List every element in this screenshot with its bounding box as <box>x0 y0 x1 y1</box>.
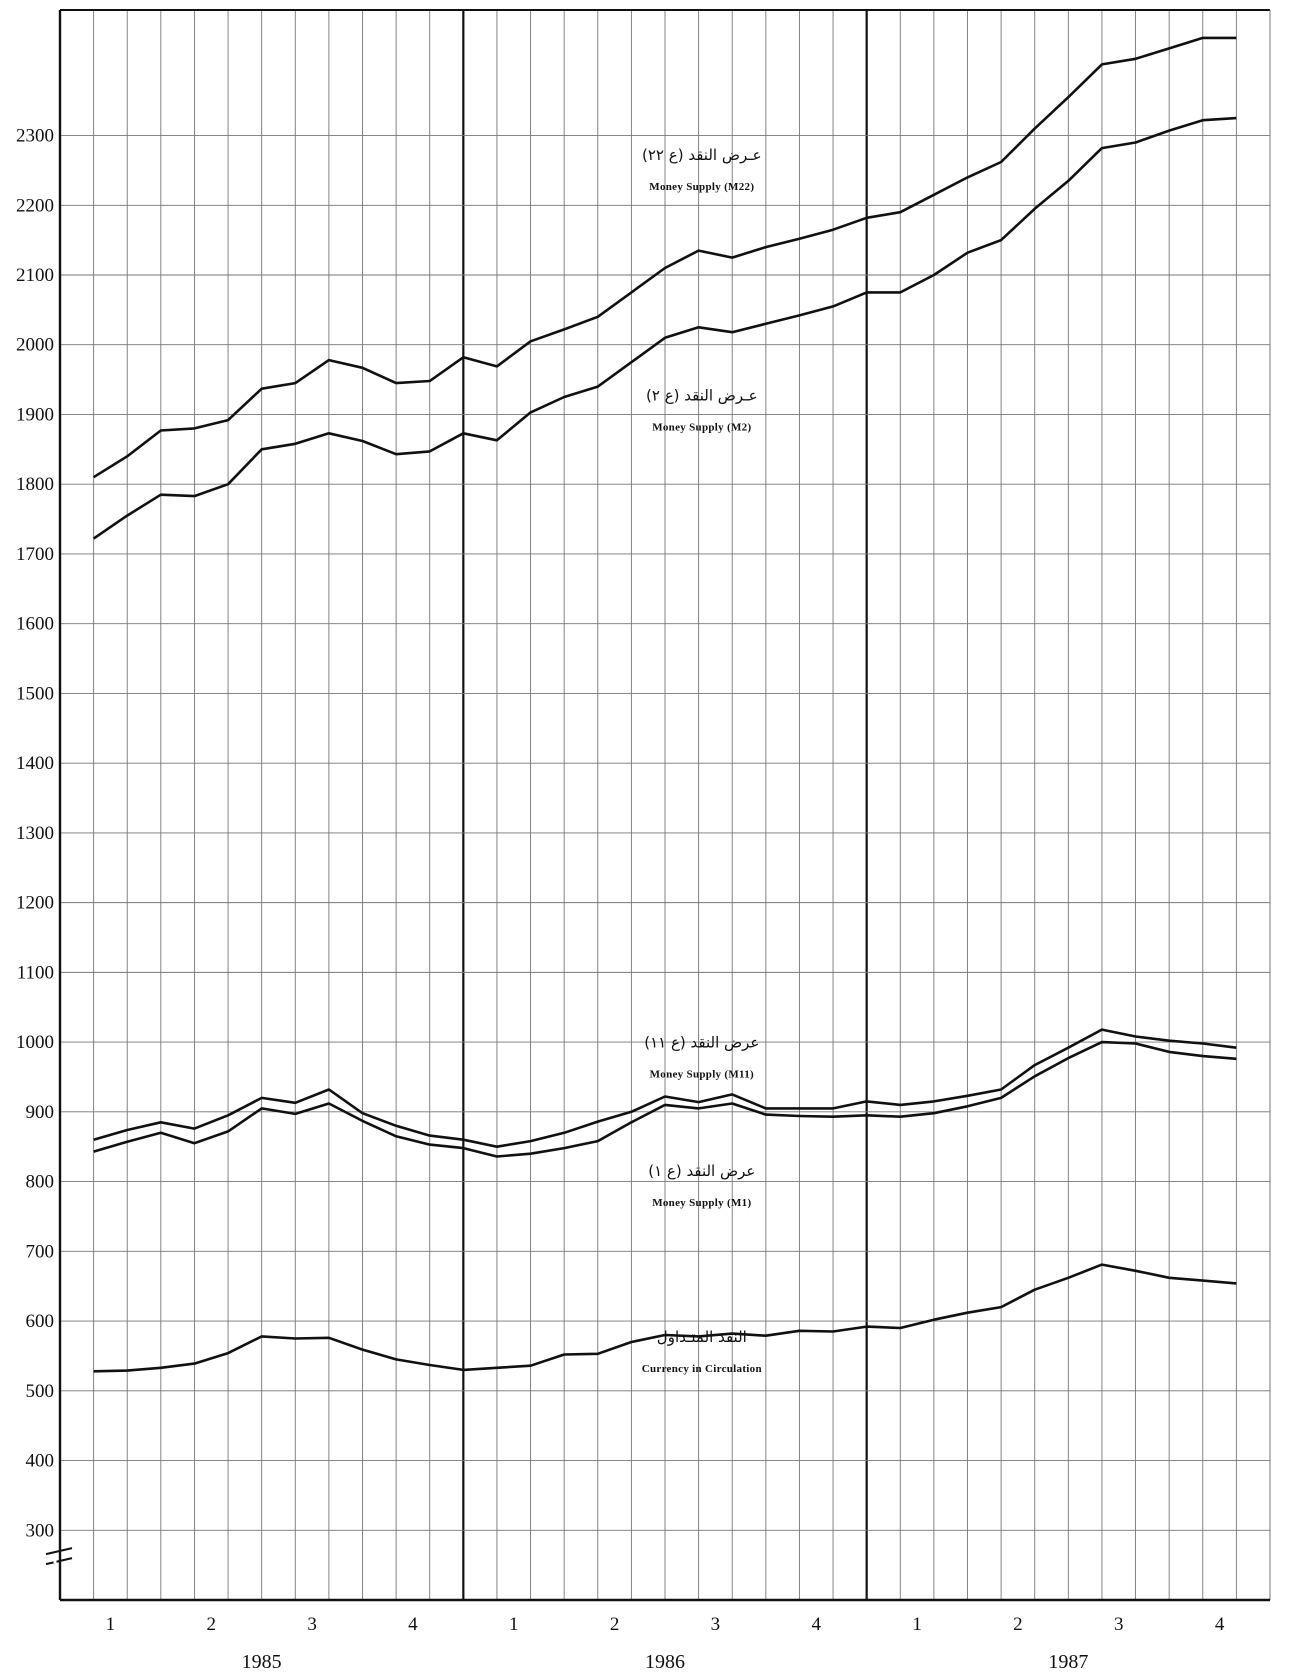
y-tick-label: 1200 <box>16 893 54 914</box>
y-axis-ticks: 300 400 500 600 700 800 900 1000 1100 1200 1300 140… <box>16 126 54 1542</box>
quarter-label: 1 <box>106 1614 116 1635</box>
quarter-label: 3 <box>307 1614 317 1635</box>
quarter-label: 3 <box>711 1614 721 1635</box>
x-axis-quarter-labels: 1 2 3 4 1 2 3 4 1 2 3 4 <box>106 1614 1225 1635</box>
year-label: 1986 <box>645 1651 685 1673</box>
quarter-label: 1 <box>912 1614 922 1635</box>
axes <box>45 9 1271 1602</box>
y-tick-label: 1400 <box>16 753 54 774</box>
series-label-english: Money Supply (M1) <box>652 1197 751 1209</box>
y-tick-label: 1000 <box>16 1032 54 1053</box>
series-line <box>92 36 1237 479</box>
axis-break-mark <box>45 1557 73 1566</box>
series-line <box>93 1028 1237 1148</box>
series-label-english: Currency in Circulation <box>642 1363 762 1375</box>
series-label-arabic: عـرض النقد (ع ٢) <box>646 387 758 405</box>
series-labels: عـرض النقد (ع ٢٢) Money Supply (M22) عـرض … <box>642 146 762 1375</box>
series-line <box>93 1263 1237 1373</box>
series-label-arabic: النقد المتـداول <box>657 1328 747 1346</box>
series-line <box>92 116 1237 540</box>
y-tick-label: 400 <box>26 1451 55 1472</box>
y-tick-label: 900 <box>26 1102 55 1123</box>
y-tick-label: 300 <box>26 1520 55 1541</box>
quarter-label: 4 <box>408 1614 418 1635</box>
y-tick-label: 600 <box>26 1311 55 1332</box>
series-label-english: Money Supply (M11) <box>650 1069 754 1081</box>
y-tick-label: 800 <box>26 1172 55 1193</box>
y-tick-label: 1700 <box>16 544 54 565</box>
y-tick-label: 1800 <box>16 474 54 495</box>
y-tick-label: 2300 <box>16 126 54 147</box>
y-tick-label: 2200 <box>16 195 54 216</box>
y-tick-label: 1300 <box>16 823 54 844</box>
grid <box>60 10 1270 1600</box>
series-lines <box>92 36 1237 1373</box>
axis-break-mark <box>45 1547 73 1556</box>
quarter-label: 3 <box>1114 1614 1124 1635</box>
series-label-arabic: عرض النقد (ع ١١) <box>644 1034 759 1052</box>
year-label: 1987 <box>1048 1651 1088 1673</box>
quarter-label: 4 <box>812 1614 822 1635</box>
quarter-label: 1 <box>509 1614 519 1635</box>
quarter-label: 2 <box>207 1614 217 1635</box>
y-tick-label: 500 <box>26 1381 55 1402</box>
x-axis-year-labels: 1985 1986 1987 <box>242 1651 1089 1673</box>
year-label: 1985 <box>242 1651 282 1673</box>
series-label-english: Money Supply (M22) <box>649 181 754 193</box>
series-label-arabic: عـرض النقد (ع ٢٢) <box>642 146 762 164</box>
y-tick-label: 1100 <box>17 962 54 983</box>
y-tick-label: 1600 <box>16 614 54 635</box>
y-tick-label: 2100 <box>16 265 54 286</box>
y-tick-label: 1900 <box>16 404 54 425</box>
quarter-label: 4 <box>1215 1614 1225 1635</box>
quarter-label: 2 <box>610 1614 620 1635</box>
y-tick-label: 1500 <box>16 683 54 704</box>
y-tick-label: 2000 <box>16 335 54 356</box>
series-label-arabic: عرض النقد (ع ١) <box>648 1162 755 1180</box>
quarter-label: 2 <box>1013 1614 1023 1635</box>
y-tick-label: 700 <box>26 1241 55 1262</box>
series-label-english: Money Supply (M2) <box>652 422 751 434</box>
series-line <box>93 1040 1237 1158</box>
